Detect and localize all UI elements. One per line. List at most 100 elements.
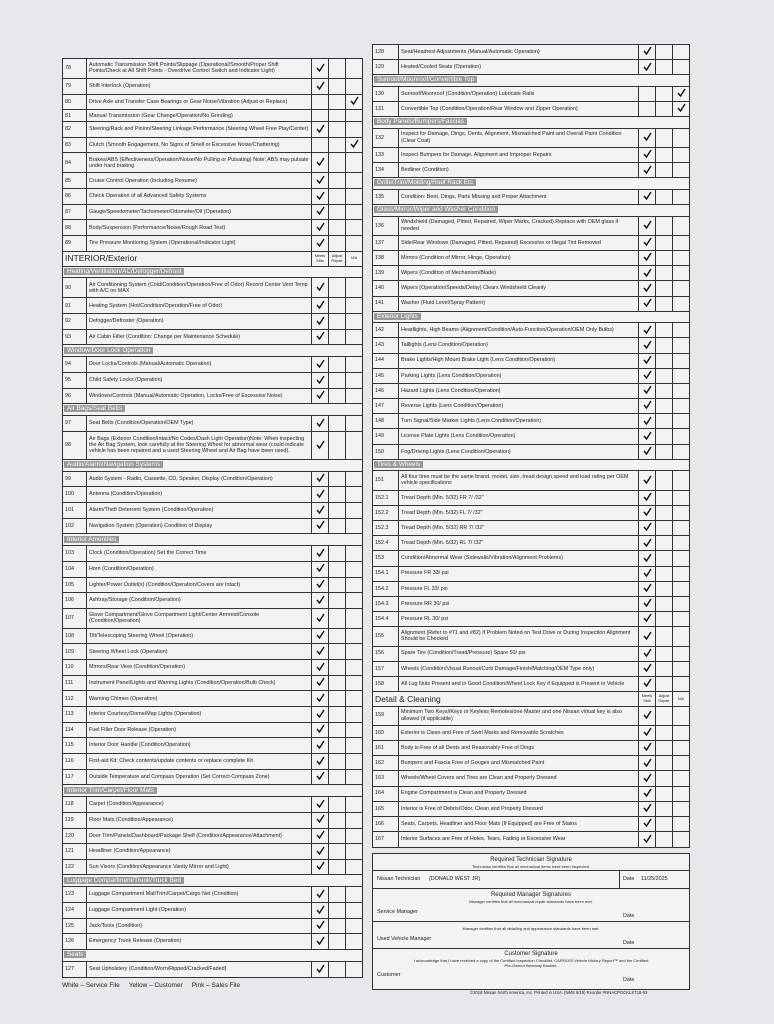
check-cell	[311, 690, 329, 708]
item-number: 86	[62, 188, 87, 205]
row: 162 Bumpers and Fascia Free of Gouges and…	[372, 755, 690, 772]
check-stroke	[315, 677, 325, 687]
check-mark	[642, 648, 652, 658]
check-cell	[655, 101, 673, 118]
check-cell	[311, 706, 329, 723]
item-number: 81	[62, 109, 87, 123]
section-title: Heating/Ventilation/AC/Defogger/Defrost	[64, 267, 185, 275]
check-cell	[638, 800, 656, 817]
check-mark	[642, 727, 652, 737]
check-cell	[638, 595, 656, 613]
item-text: Wheels (Condition/Visual Runout/Curb Dam…	[398, 660, 639, 677]
check-mark	[315, 520, 325, 530]
check-cell	[672, 660, 690, 677]
check-cell	[672, 295, 690, 312]
item-number: 150	[372, 443, 399, 460]
check-stroke	[315, 889, 325, 899]
row: 158 All Lug Nuts Present and in Good Cond…	[372, 675, 690, 693]
item-number: 91	[62, 297, 87, 315]
row: 134 Bedliner (Condition)	[372, 162, 690, 179]
item-text: Heated/Cooled Seats (Operation)	[398, 59, 639, 76]
row: 148 Turn Signal/Side Marker Lights (Lens …	[372, 413, 690, 430]
check-cell	[672, 188, 690, 206]
item-number: 155	[372, 626, 399, 647]
check-cell	[328, 470, 346, 488]
row: 99 Audio System - Radio, Cassette, CD, Sp…	[62, 470, 363, 488]
item-text: Tread Depth (Min. 5/32) RL 7/ /32"	[398, 535, 639, 552]
check-cell	[345, 356, 363, 373]
check-stroke	[315, 595, 325, 604]
check-stroke	[642, 492, 652, 502]
section-title: Body Panels/Bumpers/Fascias	[374, 118, 468, 126]
item-text: Headliner (Condition/Appearance)	[86, 843, 312, 860]
check-mark	[642, 132, 652, 142]
check-mark	[315, 631, 325, 640]
row: 126 Emergency Trunk Release (Operation)	[62, 933, 363, 950]
row: Detail & Cleaning Meets Stds Adjust Repair…	[372, 691, 690, 707]
row: 164 Engine Compartment is Clean and Prope…	[372, 785, 690, 802]
check-cell	[345, 796, 363, 813]
check-cell	[638, 611, 656, 628]
check-cell	[345, 328, 363, 346]
check-stroke	[315, 905, 325, 914]
check-mark	[315, 709, 325, 718]
check-cell	[311, 796, 329, 813]
check-cell	[672, 815, 690, 833]
tech-title: Required Technician Signature	[490, 857, 572, 863]
check-cell	[328, 152, 346, 174]
check-mark	[315, 375, 325, 384]
check-cell	[345, 858, 363, 876]
row: 108 Tilt/Telescoping Steering Wheel (Oper…	[62, 627, 363, 645]
check-cell	[638, 675, 656, 693]
row: 98 Air Bags (Exterior Condition/Intact/No…	[62, 430, 363, 460]
check-cell	[311, 607, 329, 629]
row: 132 Inspect for Damage, Dings, Dents, Ali…	[372, 127, 690, 149]
item-number: 156	[372, 645, 399, 662]
check-cell	[672, 489, 690, 506]
check-cell	[655, 322, 673, 339]
row: 154.3 Pressure RR 30/ psi	[372, 595, 690, 613]
check-cell	[328, 690, 346, 708]
row: 114 Fuel Filler Door Release (Operation)	[62, 721, 363, 739]
row: 109 Steering Wheel Lock (Operation)	[62, 643, 363, 661]
item-text: Pressure FR 33/ psi	[398, 565, 639, 582]
item-text: Luggage Compartment Light (Operation)	[86, 902, 312, 919]
check-cell	[311, 297, 329, 315]
item-text: Lighter/Power Outlet(s) (Condition/Opera…	[86, 576, 312, 594]
check-cell	[672, 675, 690, 693]
check-cell	[328, 430, 346, 460]
row: 101 Alarm/Theft Deterrent System (Conditi…	[62, 502, 363, 519]
row: 131 Convertible Top (Condition/Operation/…	[372, 101, 690, 118]
check-cell	[672, 740, 690, 757]
row: 102 Navigation System (Operation) Conditi…	[62, 517, 363, 535]
check-cell	[672, 535, 690, 552]
check-stroke	[642, 834, 652, 843]
check-cell	[345, 917, 363, 935]
row: 89 Tire Pressure Monitoring System (Opera…	[62, 235, 363, 252]
row: 127 Seat Upholstery (Condition/Worn/Rippe…	[62, 960, 363, 979]
row: 96 Windows/Controls (Manual/Automatic Ope…	[62, 387, 363, 405]
column-label: N/A	[672, 691, 690, 707]
item-text: Washer (Fluid Level/Spray Pattern)	[398, 295, 639, 312]
check-cell	[328, 811, 346, 829]
row: 147 Reverse Lights (Lens Condition/Operat…	[372, 398, 690, 415]
check-cell	[328, 121, 346, 138]
check-cell	[345, 486, 363, 503]
row: 111 Instrument Panel/Lights and Warning L…	[62, 674, 363, 692]
check-cell	[672, 215, 690, 236]
check-stroke	[642, 298, 652, 308]
item-text: Minimum Two Keys/iKeys or Keyless Remote…	[398, 705, 639, 726]
item-text: Engine Compartment is Clean and Properly…	[398, 785, 639, 802]
check-mark	[642, 507, 652, 517]
item-text: Fuel Filler Door Release (Operation)	[86, 721, 312, 739]
check-cell	[345, 545, 363, 562]
row: 112 Warning Chimes (Operation)	[62, 690, 363, 708]
check-cell	[672, 162, 690, 179]
item-number: 101	[62, 502, 87, 519]
check-cell	[655, 770, 673, 787]
row: 145 Parking Lights (Lens Condition/Operat…	[372, 367, 690, 384]
section-title: Tires & Wheels	[374, 460, 424, 468]
check-stroke	[642, 416, 652, 425]
item-number: 98	[62, 430, 87, 460]
check-cell	[328, 576, 346, 594]
